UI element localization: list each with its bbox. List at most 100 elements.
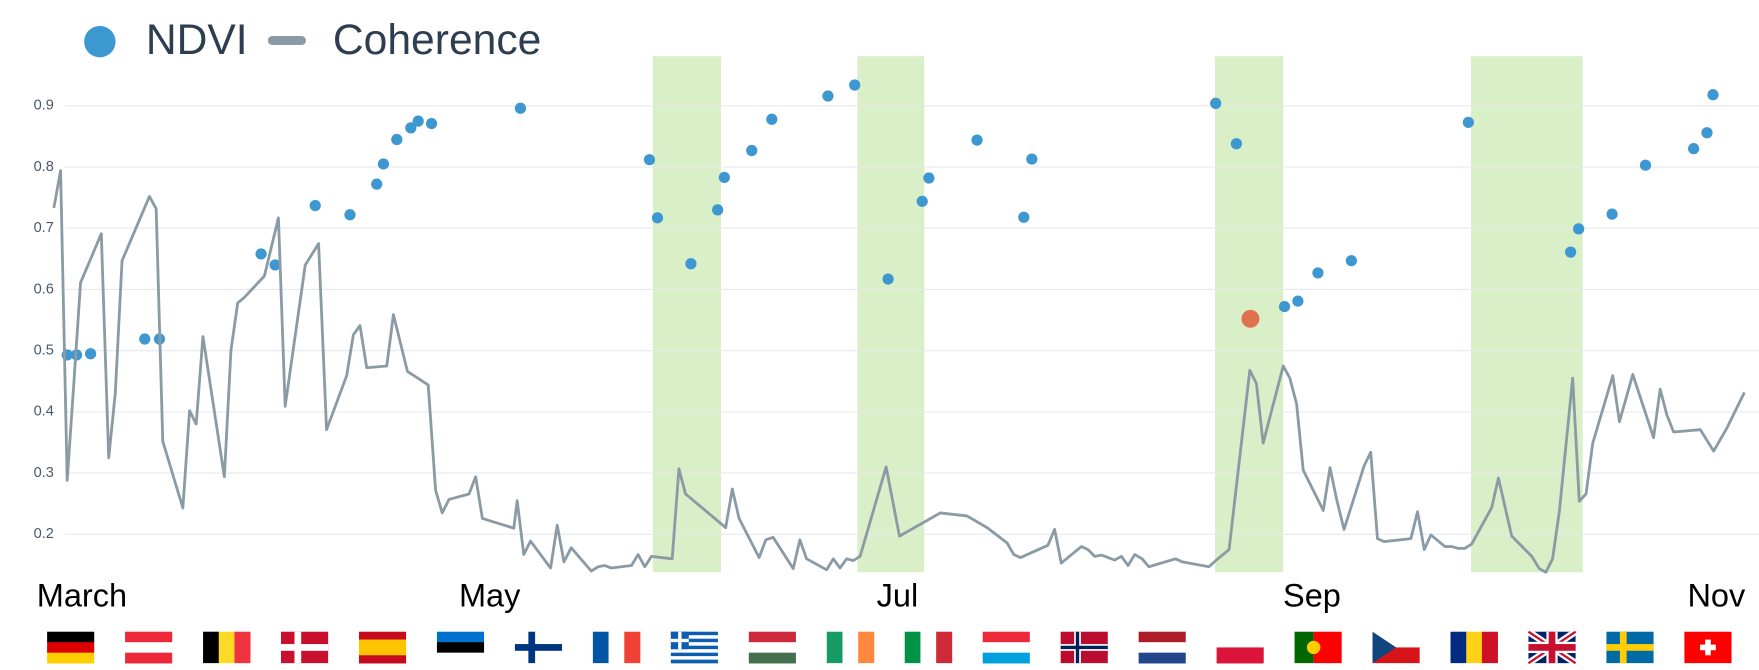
ndvi-point (371, 178, 383, 190)
flag-part (670, 652, 718, 657)
ndvi-point (1018, 211, 1030, 223)
flag-part (358, 655, 407, 664)
legend-marker (84, 25, 116, 58)
ndvi-point (405, 122, 417, 134)
ndvi-point (1606, 208, 1618, 220)
ndvi-point (651, 212, 664, 224)
ndvi-point (377, 158, 390, 170)
flag-part (218, 631, 235, 664)
ndvi-point (1230, 138, 1243, 150)
ndvi-point (1573, 223, 1585, 235)
flag-part (826, 631, 843, 664)
ndvi-point (1701, 127, 1713, 139)
ndvi-point (309, 199, 321, 212)
x-tick-label: Jul (877, 578, 919, 614)
flag-part (1060, 645, 1108, 650)
x-tick-label: Nov (1687, 578, 1746, 614)
flag-part (1138, 631, 1186, 643)
ndvi-point (1312, 267, 1324, 279)
ndvi-point (766, 113, 778, 125)
flag-part (47, 631, 95, 643)
flag-part (436, 642, 485, 653)
flag-part (436, 652, 485, 664)
flag-part (203, 631, 220, 664)
ndvi-point (882, 273, 894, 285)
flag-part (1216, 631, 1264, 648)
flag-part (920, 631, 937, 664)
flag-part (982, 631, 1030, 643)
flag-part (624, 631, 641, 664)
ndvi-point (1026, 153, 1038, 165)
flag-part (514, 644, 563, 651)
flag-part (234, 631, 251, 664)
ndvi-point (822, 90, 834, 102)
flag-part (748, 652, 796, 664)
ndvi-point (391, 133, 403, 146)
y-tick-label: 0.7 (34, 220, 54, 236)
highlight-point (1241, 309, 1260, 328)
flag-row (47, 628, 1732, 666)
ndvi-point (712, 204, 724, 216)
y-tick-label: 0.8 (34, 159, 54, 175)
flag-part (858, 631, 875, 664)
y-tick-label: 0.5 (34, 343, 54, 359)
flag-part (1481, 631, 1498, 664)
flag-part (670, 645, 718, 650)
x-tick-label: Sep (1283, 578, 1341, 614)
legend-label: NDVI (146, 16, 248, 64)
flag-part (436, 631, 485, 643)
y-tick-label: 0.9 (34, 98, 54, 114)
ndvi-point (514, 102, 527, 114)
flag-part (358, 647, 407, 656)
flag-part (125, 642, 173, 653)
ndvi-point (1210, 97, 1222, 109)
flag-part (1306, 640, 1321, 655)
ndvi-point (1278, 300, 1291, 313)
flag-part (982, 642, 1030, 653)
flag-part (748, 631, 796, 643)
ndvi-point (1345, 255, 1357, 267)
ndvi-point (643, 154, 656, 166)
flag-part (1606, 644, 1654, 651)
flag-part (1450, 631, 1467, 664)
ndvi-point (923, 172, 935, 184)
flag-part (842, 631, 859, 664)
flag-part (1138, 642, 1186, 653)
ndvi-point (849, 79, 861, 91)
y-tick-label: 0.3 (34, 465, 54, 481)
flag-part (982, 652, 1030, 664)
flag-part (1294, 631, 1314, 664)
flag-part (125, 631, 173, 643)
flag-part (670, 635, 718, 639)
ndvi-point (139, 333, 151, 345)
ndvi-point (718, 171, 730, 184)
ndvi-point (85, 348, 97, 360)
flag-part (47, 642, 95, 653)
ndvi-point (971, 134, 983, 146)
ndvi-point (344, 209, 356, 221)
y-tick-label: 0.2 (34, 526, 54, 542)
flag-part (670, 656, 718, 660)
flag-part (1372, 631, 1397, 664)
coherence-line (52, 169, 1746, 574)
legend-label: Coherence (333, 16, 541, 64)
flag-part (1466, 631, 1483, 664)
flag-part (47, 652, 95, 664)
ndvi-point (1292, 295, 1304, 307)
flag-part (936, 631, 953, 664)
ndvi-point (425, 117, 438, 130)
ndvi-point (685, 258, 697, 270)
shaded-range (652, 56, 721, 573)
flag-part (670, 659, 718, 664)
flag-part (748, 642, 796, 653)
flag-part (1216, 647, 1264, 664)
flag-part (1700, 644, 1716, 651)
flag-part (125, 652, 173, 664)
shaded-range (1471, 56, 1583, 573)
ndvi-point (916, 195, 928, 207)
x-tick-label: March (37, 578, 127, 614)
flag-part (592, 631, 609, 664)
flag-part (1528, 644, 1576, 651)
